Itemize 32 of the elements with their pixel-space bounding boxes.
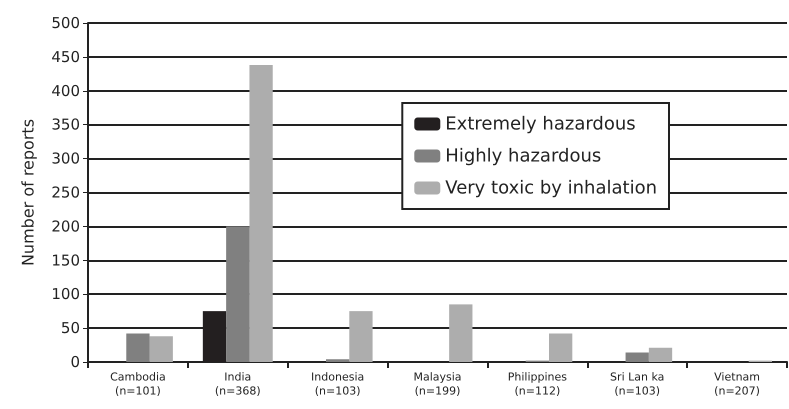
bar: [349, 311, 373, 362]
bar: [648, 348, 672, 362]
y-axis-title: Number of reports: [18, 118, 38, 266]
y-tick-label: 150: [51, 251, 80, 270]
y-tick-label: 400: [51, 82, 80, 100]
bar: [150, 336, 173, 362]
legend-label: Very toxic by inhalation: [445, 178, 658, 198]
y-tick-label: 300: [51, 150, 80, 168]
y-tick-label: 50: [60, 319, 80, 338]
x-tick-label: Vietnam (n=207): [714, 370, 760, 398]
y-tick-label: 350: [51, 116, 80, 134]
bar: [549, 334, 572, 362]
x-tick-label: Malaysia (n=199): [413, 370, 462, 398]
x-tick-label: Philippines (n=112): [508, 370, 568, 398]
bar: [249, 65, 273, 362]
bar: [126, 334, 150, 362]
bar: [226, 226, 250, 362]
x-tick-label: Sri Lan ka (n=103): [610, 370, 664, 398]
y-tick-label: 200: [51, 217, 80, 236]
bar: [449, 304, 472, 362]
y-tick-label: 450: [51, 48, 80, 66]
x-tick-label: India (n=368): [214, 370, 261, 398]
legend-label: Extremely hazardous: [445, 114, 636, 134]
y-tick-label: 500: [51, 14, 80, 32]
y-tick-label: 250: [51, 184, 80, 202]
bar: [326, 359, 350, 362]
y-tick-label: 100: [51, 285, 80, 304]
legend-label: Highly hazardous: [445, 146, 602, 166]
bar: [626, 352, 649, 362]
x-tick-label: Cambodia (n=101): [110, 370, 166, 398]
y-tick-label: 0: [70, 353, 80, 371]
x-tick-label: Indonesia (n=103): [311, 370, 364, 398]
